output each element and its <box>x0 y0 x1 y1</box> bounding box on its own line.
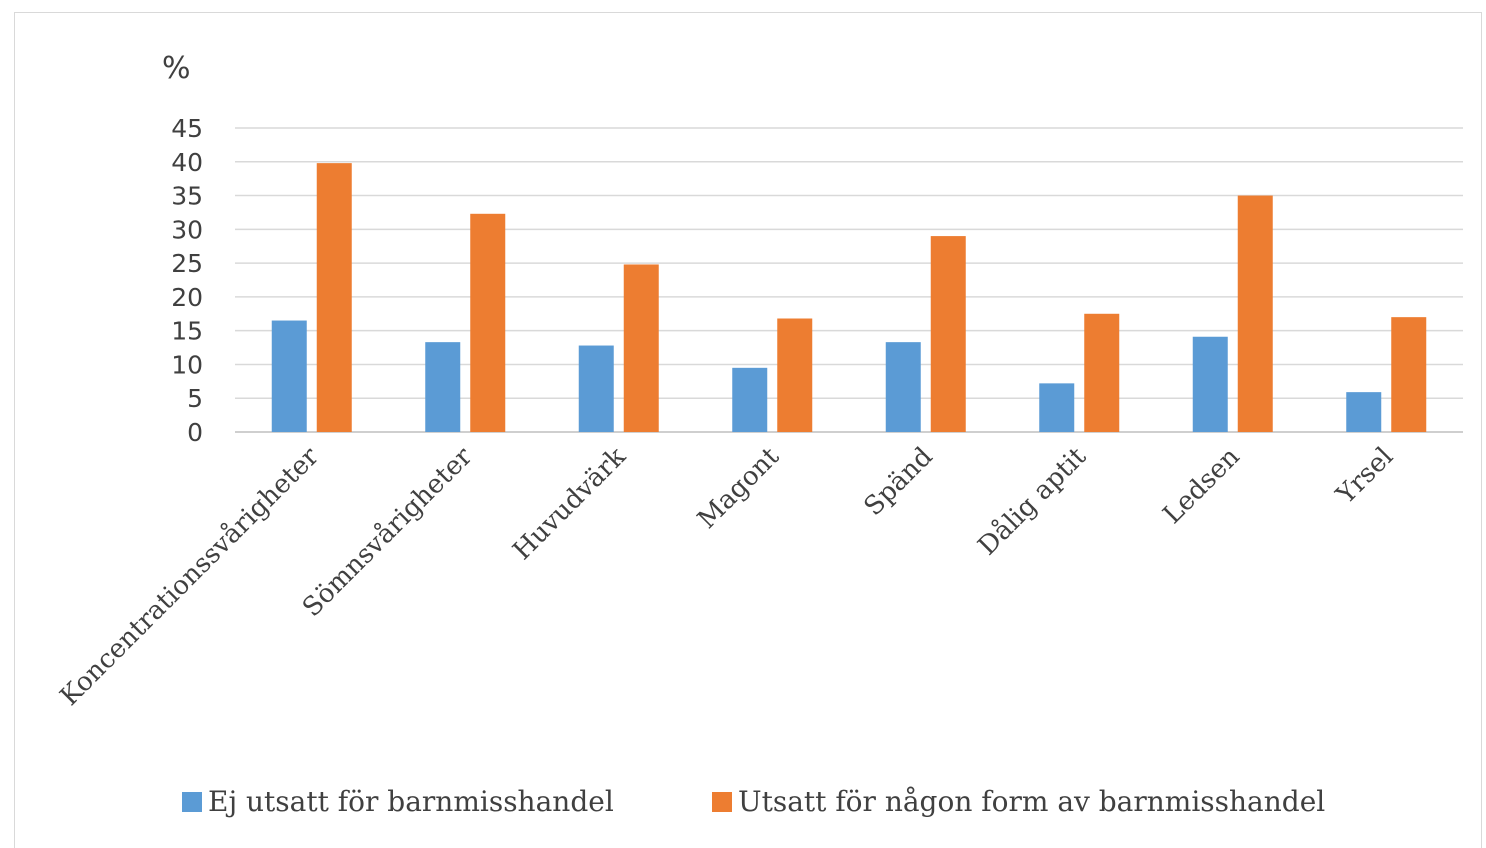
x-tick-label-ledsen: Ledsen <box>1157 442 1245 530</box>
y-axis-unit-label: % <box>162 51 191 86</box>
y-tick-label-0: 0 <box>187 418 203 447</box>
bars <box>271 163 1427 432</box>
x-axis-ticks: KoncentrationssvårigheterSömnsvårigheter… <box>54 441 1399 712</box>
gridlines <box>235 127 1463 433</box>
bar-yrsel-series-0 <box>1346 392 1382 432</box>
legend-label-ej-utsatt: Ej utsatt för barnmisshandel <box>208 785 614 818</box>
legend-swatch-ej-utsatt <box>182 792 202 812</box>
bar-magont-series-0 <box>732 367 768 432</box>
bar-koncentrationssvarigheter-series-1 <box>316 163 352 432</box>
legend-swatch-utsatt <box>712 792 732 812</box>
y-tick-label-45: 45 <box>171 114 203 143</box>
y-tick-label-10: 10 <box>171 350 203 379</box>
bar-huvudvark-series-0 <box>578 345 614 432</box>
bar-spand-series-0 <box>885 342 921 432</box>
x-tick-label-yrsel: Yrsel <box>1330 442 1399 511</box>
x-tick-label-magont: Magont <box>692 441 785 534</box>
x-tick-label-koncentrationssvarigheter: Koncentrationssvårigheter <box>54 441 325 712</box>
y-tick-label-15: 15 <box>171 317 203 346</box>
legend: Ej utsatt för barnmisshandel Utsatt för … <box>182 785 1325 818</box>
y-tick-label-40: 40 <box>171 148 203 177</box>
y-tick-label-30: 30 <box>171 215 203 244</box>
x-tick-label-spand: Spänd <box>859 442 939 522</box>
bar-yrsel-series-1 <box>1391 317 1427 432</box>
chart-frame <box>14 12 1482 848</box>
bar-spand-series-1 <box>930 236 966 432</box>
bar-huvudvark-series-1 <box>623 264 659 432</box>
bar-dalig-aptit-series-1 <box>1084 313 1120 432</box>
bar-somnsvarigheter-series-1 <box>470 213 506 432</box>
y-tick-label-5: 5 <box>187 384 203 413</box>
x-tick-label-huvudvark: Huvudvärk <box>507 442 632 567</box>
x-tick-label-somnsvarigheter: Sömnsvårigheter <box>296 441 478 623</box>
x-tick-label-dalig-aptit: Dålig aptit <box>972 441 1093 562</box>
legend-label-utsatt: Utsatt för någon form av barnmisshandel <box>738 785 1325 818</box>
bar-koncentrationssvarigheter-series-0 <box>271 320 307 432</box>
bar-dalig-aptit-series-0 <box>1039 383 1075 432</box>
y-axis-ticks: 0 5 10 15 20 25 30 35 40 45 <box>171 114 203 447</box>
bar-somnsvarigheter-series-0 <box>425 342 461 432</box>
bar-ledsen-series-1 <box>1237 195 1273 432</box>
bar-ledsen-series-0 <box>1192 336 1228 432</box>
y-tick-label-20: 20 <box>171 283 203 312</box>
y-tick-label-25: 25 <box>171 249 203 278</box>
y-tick-label-35: 35 <box>171 182 203 211</box>
bar-magont-series-1 <box>777 318 813 432</box>
